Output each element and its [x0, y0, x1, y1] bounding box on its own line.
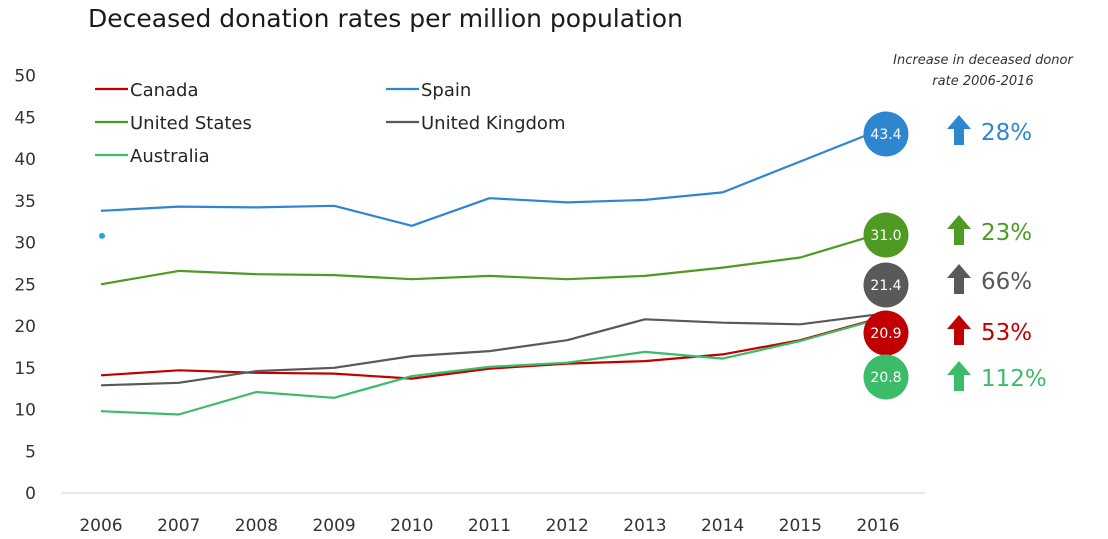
increase-label-spain: 28%: [981, 120, 1032, 146]
end-value-label-united-kingdom: 21.4: [870, 278, 901, 294]
x-tick-label: 2008: [235, 516, 278, 536]
legend-label-canada: Canada: [130, 80, 199, 101]
end-value-label-spain: 43.4: [870, 127, 901, 143]
up-arrow-icon: [947, 264, 971, 294]
x-tick-label: 2009: [312, 516, 355, 536]
x-tick-label: 2010: [390, 516, 433, 536]
y-tick-label: 5: [25, 442, 36, 462]
increase-callout-line-2: rate 2006-2016: [932, 74, 1034, 89]
x-tick-label: 2016: [856, 516, 899, 536]
x-tick-label: 2007: [157, 516, 200, 536]
increase-label-canada: 53%: [981, 320, 1032, 346]
increase-callout-title: Increase in deceased donor rate 2006-201…: [878, 50, 1088, 92]
end-value-label-australia: 20.8: [870, 370, 901, 386]
series-line-spain: [100, 129, 879, 227]
up-arrow-icon: [947, 115, 971, 145]
legend-label-australia: Australia: [130, 146, 210, 167]
end-value-bubble-spain: [863, 111, 909, 157]
x-tick-label: 2014: [701, 516, 744, 536]
end-value-bubble-united-kingdom: [863, 262, 909, 308]
increase-label-united-kingdom: 66%: [981, 269, 1032, 295]
chart-title: Deceased donation rates per million popu…: [88, 4, 683, 33]
end-value-label-canada: 20.9: [870, 326, 901, 342]
y-tick-label: 30: [14, 234, 36, 254]
legend-label-spain: Spain: [421, 80, 471, 101]
legend-label-united-states: United States: [130, 113, 252, 134]
x-tick-label: 2015: [779, 516, 822, 536]
y-tick-label: 35: [14, 192, 36, 212]
end-value-bubble-canada: [863, 310, 909, 356]
stray-data-point: [99, 232, 105, 239]
y-tick-label: 45: [14, 108, 36, 128]
y-tick-label: 50: [14, 67, 36, 87]
increase-label-australia: 112%: [981, 366, 1047, 392]
up-arrow-icon: [947, 361, 971, 391]
series-line-australia: [100, 318, 879, 416]
y-tick-label: 15: [14, 359, 36, 379]
series-line-canada: [100, 317, 879, 380]
y-tick-label: 10: [14, 401, 36, 421]
y-tick-label: 0: [25, 484, 36, 504]
series-line-united-kingdom: [100, 313, 879, 387]
x-tick-label: 2013: [623, 516, 666, 536]
x-tick-label: 2012: [546, 516, 589, 536]
y-tick-label: 20: [14, 317, 36, 337]
x-tick-label: 2011: [468, 516, 511, 536]
end-value-label-united-states: 31.0: [870, 228, 901, 244]
increase-callout-line-1: Increase in deceased donor: [893, 53, 1073, 68]
legend-label-united-kingdom: United Kingdom: [421, 113, 565, 134]
up-arrow-icon: [947, 215, 971, 245]
increase-label-united-states: 23%: [981, 220, 1032, 246]
x-tick-label: 2006: [79, 516, 122, 536]
up-arrow-icon: [947, 315, 971, 345]
y-tick-label: 40: [14, 150, 36, 170]
series-line-united-states: [100, 233, 879, 286]
y-tick-label: 25: [14, 275, 36, 295]
end-value-bubble-australia: [863, 354, 909, 400]
end-value-bubble-united-states: [863, 212, 909, 258]
